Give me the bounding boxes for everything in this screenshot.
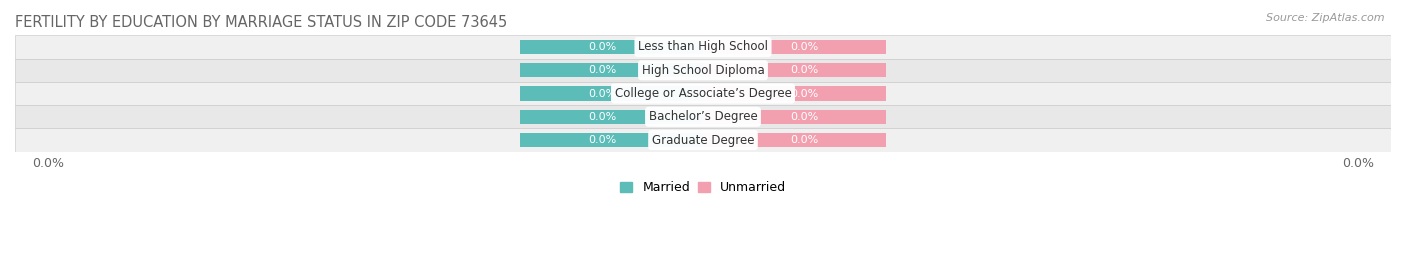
Bar: [520, 63, 703, 77]
Text: 0.0%: 0.0%: [588, 42, 616, 52]
Text: Less than High School: Less than High School: [638, 40, 768, 54]
Text: 0.0%: 0.0%: [588, 112, 616, 122]
Text: 0.0%: 0.0%: [790, 65, 818, 75]
Bar: [520, 40, 703, 54]
Text: College or Associate’s Degree: College or Associate’s Degree: [614, 87, 792, 100]
Text: 0.0%: 0.0%: [588, 65, 616, 75]
Bar: [15, 82, 1391, 105]
Bar: [15, 35, 1391, 59]
Legend: Married, Unmarried: Married, Unmarried: [620, 181, 786, 194]
Bar: [520, 109, 703, 124]
Text: 0.0%: 0.0%: [790, 89, 818, 98]
Bar: [703, 109, 886, 124]
Text: 0.0%: 0.0%: [588, 135, 616, 145]
Bar: [15, 129, 1391, 152]
Bar: [15, 105, 1391, 129]
Text: Bachelor’s Degree: Bachelor’s Degree: [648, 110, 758, 123]
Bar: [703, 40, 886, 54]
Text: Graduate Degree: Graduate Degree: [652, 134, 754, 147]
Bar: [703, 63, 886, 77]
Bar: [703, 86, 886, 101]
Text: 0.0%: 0.0%: [588, 89, 616, 98]
Text: 0.0%: 0.0%: [790, 112, 818, 122]
Text: 0.0%: 0.0%: [790, 42, 818, 52]
Bar: [520, 86, 703, 101]
Text: FERTILITY BY EDUCATION BY MARRIAGE STATUS IN ZIP CODE 73645: FERTILITY BY EDUCATION BY MARRIAGE STATU…: [15, 15, 508, 30]
Text: Source: ZipAtlas.com: Source: ZipAtlas.com: [1267, 13, 1385, 23]
Bar: [520, 133, 703, 147]
Text: 0.0%: 0.0%: [790, 135, 818, 145]
Text: High School Diploma: High School Diploma: [641, 64, 765, 77]
Bar: [15, 59, 1391, 82]
Bar: [703, 133, 886, 147]
